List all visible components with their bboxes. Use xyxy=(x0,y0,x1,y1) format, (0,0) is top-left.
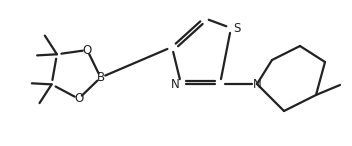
Text: N: N xyxy=(253,78,262,91)
Text: O: O xyxy=(83,44,92,57)
Text: B: B xyxy=(96,71,105,84)
Text: N: N xyxy=(171,78,180,91)
Text: O: O xyxy=(74,92,83,105)
Text: S: S xyxy=(233,21,241,34)
